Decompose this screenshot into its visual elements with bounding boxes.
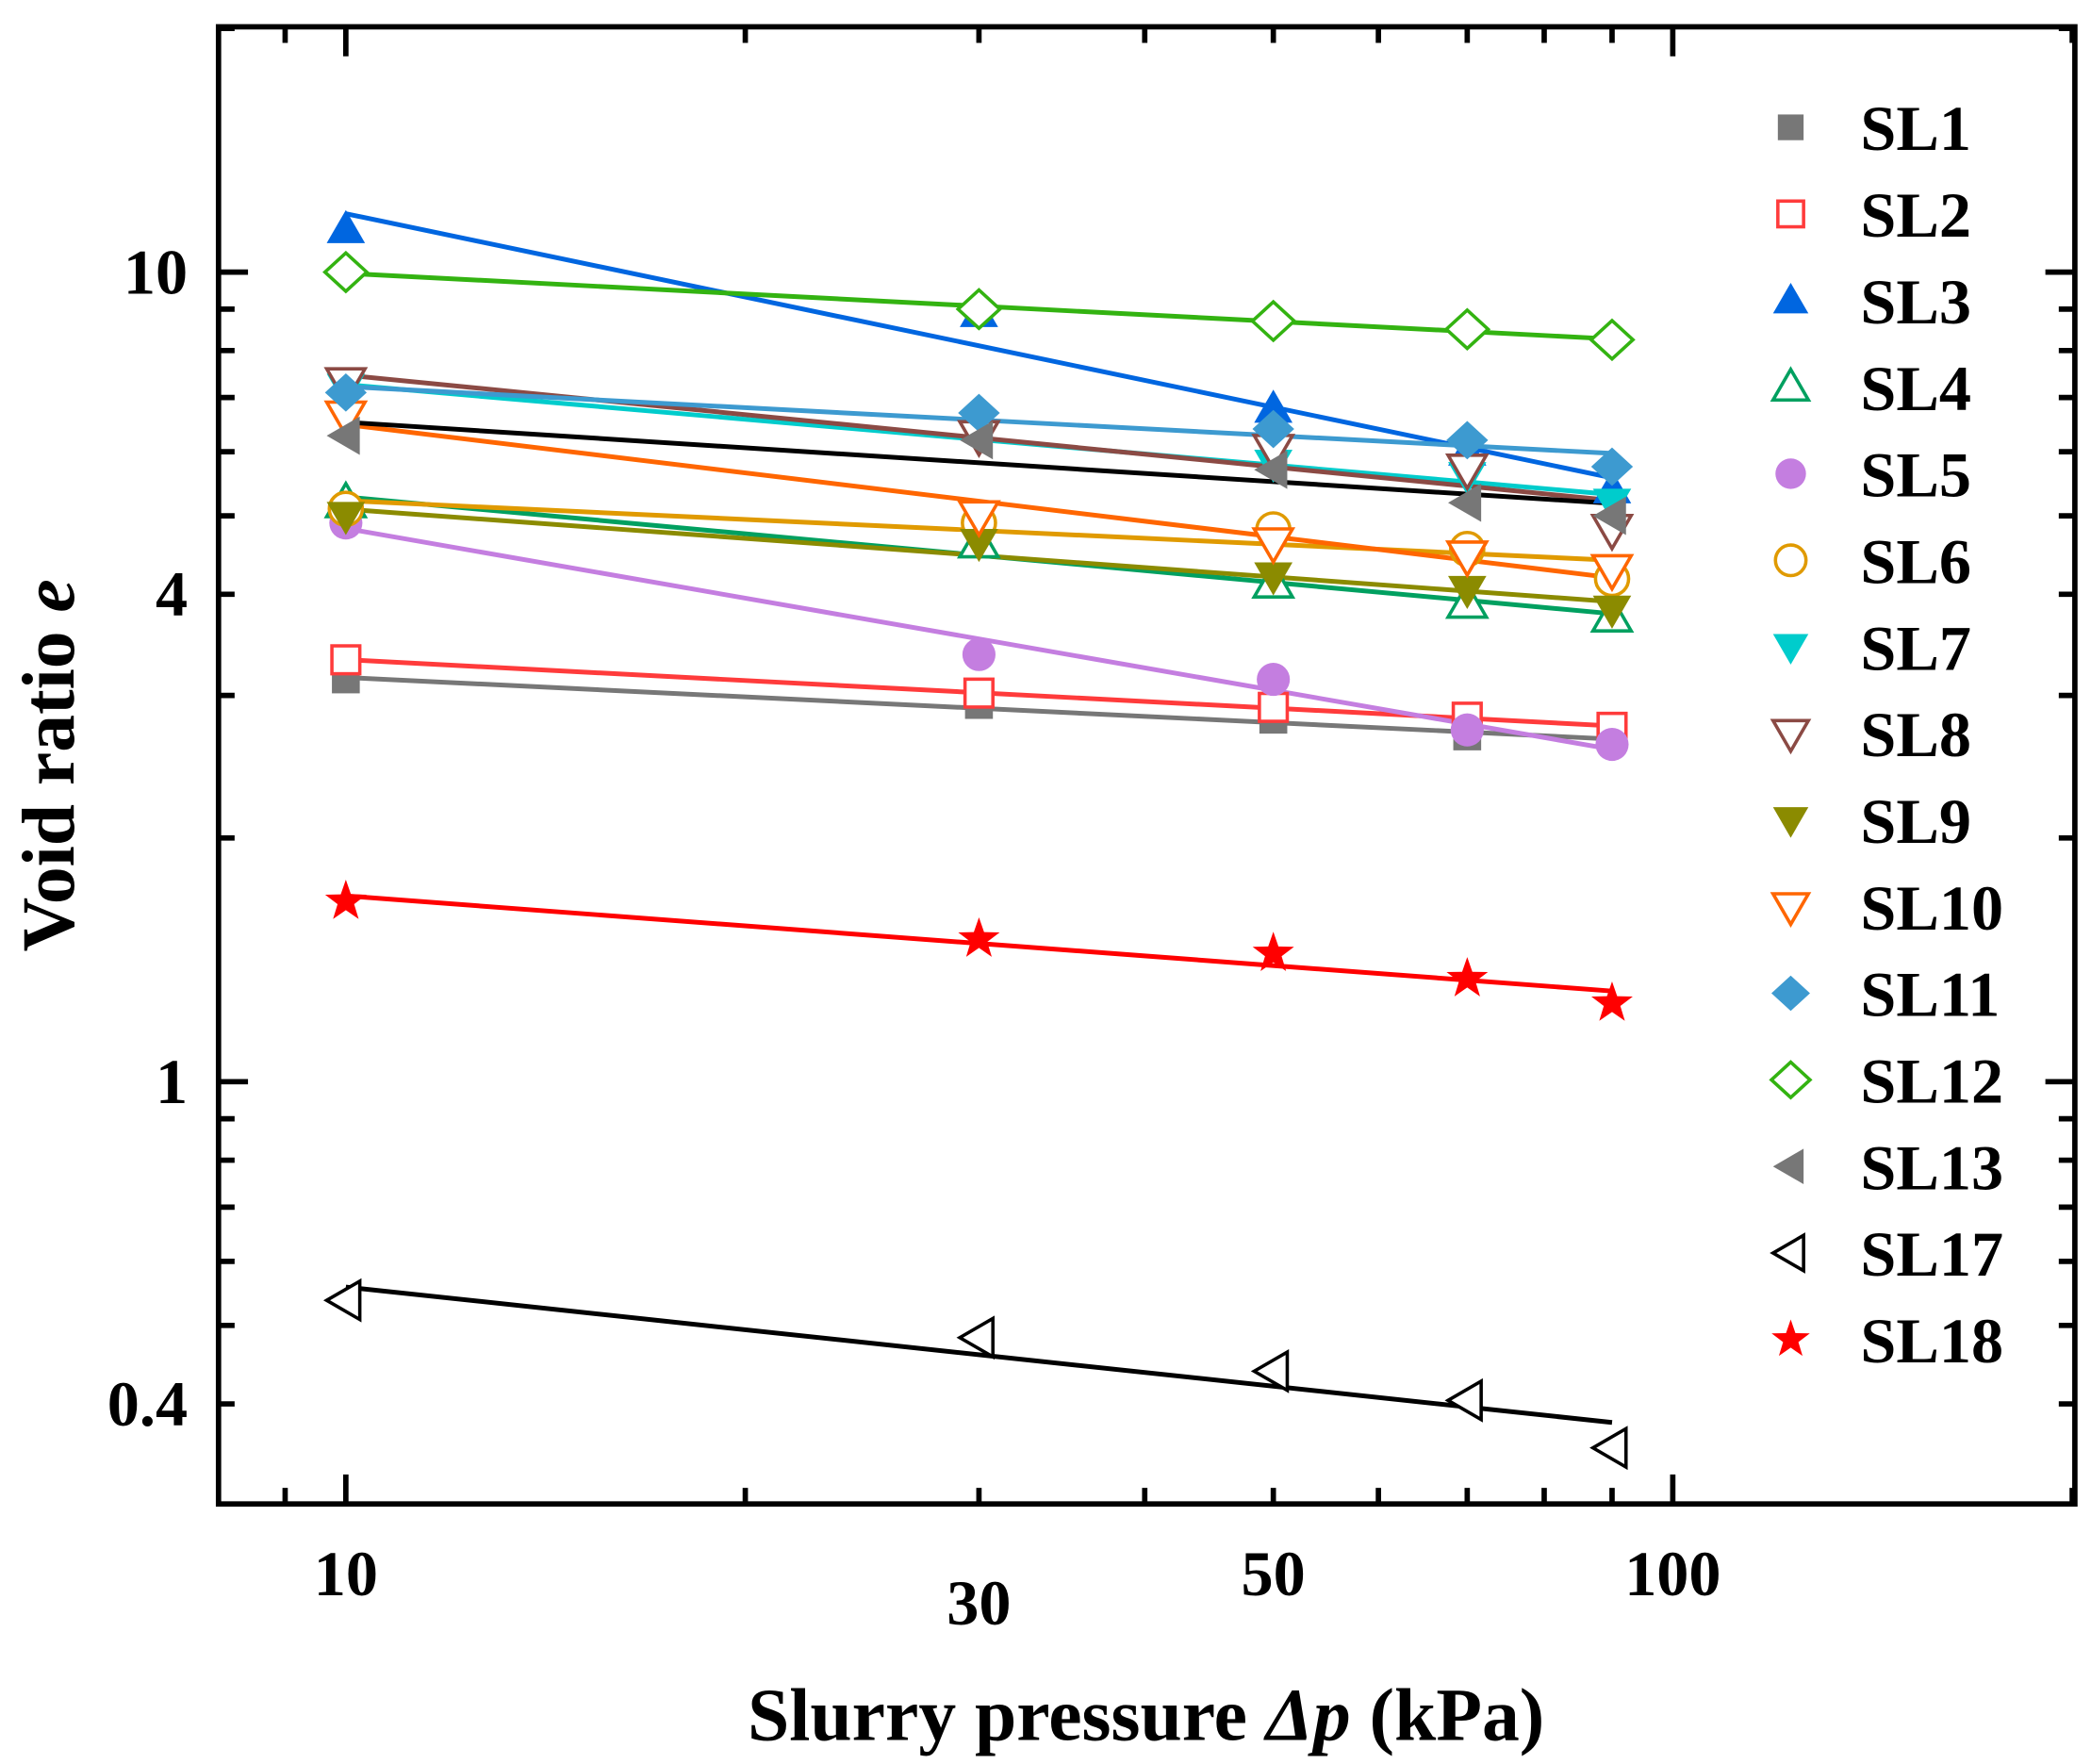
point-sl11 xyxy=(324,373,368,412)
legend-label-sl2: SL2 xyxy=(1860,179,1971,251)
x-tick-label: 30 xyxy=(947,1567,1011,1639)
y-tick-labels: 0.4 1 4 10 xyxy=(107,236,188,1439)
point-sl18 xyxy=(324,879,367,919)
legend-marker-sl3 xyxy=(1772,282,1809,314)
legend-label-sl10: SL10 xyxy=(1860,872,2003,944)
y-tick-label: 4 xyxy=(156,558,188,630)
y-axis-title: Void ratio e xyxy=(8,579,91,951)
legend: SL1 SL2 SL3 SL4 SL5 SL6 SL7 SL8 SL9 SL10 SL11 SL12 S… xyxy=(1769,92,2003,1377)
x-tick-label: 50 xyxy=(1242,1538,1306,1609)
point-sl3 xyxy=(326,209,366,243)
point-sl13 xyxy=(1254,450,1288,489)
point-sl10 xyxy=(956,500,1001,538)
point-sl17 xyxy=(956,1315,995,1360)
point-sl13 xyxy=(1592,496,1626,536)
legend-marker-sl18 xyxy=(1771,1319,1810,1357)
x-tick-label: 10 xyxy=(314,1538,378,1609)
fit-line-sl3 xyxy=(345,211,1613,481)
point-sl9 xyxy=(326,502,366,536)
legend-marker-sl6 xyxy=(1773,543,1808,578)
point-sl2 xyxy=(963,677,995,709)
legend-label-sl12: SL12 xyxy=(1860,1046,2003,1117)
legend-label-sl7: SL7 xyxy=(1860,612,1971,684)
point-sl17 xyxy=(1589,1426,1628,1471)
point-sl13 xyxy=(326,416,360,455)
point-sl11 xyxy=(1446,420,1489,460)
y-tick-label: 10 xyxy=(123,236,188,307)
point-sl9 xyxy=(1254,562,1292,596)
legend-label-sl13: SL13 xyxy=(1860,1131,2003,1203)
legend-marker-sl17 xyxy=(1770,1232,1805,1274)
legend-marker-sl10 xyxy=(1770,892,1812,928)
point-sl12 xyxy=(1443,307,1491,351)
fit-line-sl13 xyxy=(345,420,1613,506)
legend-label-sl6: SL6 xyxy=(1860,525,1971,597)
point-sl9 xyxy=(1592,595,1632,629)
plot-frame xyxy=(215,24,2078,1508)
point-sl13 xyxy=(1448,483,1482,522)
point-sl5 xyxy=(1595,727,1629,762)
legend-marker-sl11 xyxy=(1771,975,1810,1012)
axis-ticks xyxy=(218,25,2075,1505)
legend-label-sl3: SL3 xyxy=(1860,266,1971,338)
legend-marker-sl5 xyxy=(1775,458,1806,489)
point-sl10 xyxy=(1444,540,1490,579)
x-tick-label: 100 xyxy=(1624,1538,1721,1609)
x-axis-title: Slurry pressure Δp (kPa) xyxy=(748,1673,1544,1756)
point-sl5 xyxy=(962,637,996,671)
y-tick-label: 0.4 xyxy=(107,1368,188,1440)
point-sl2 xyxy=(1258,691,1290,723)
legend-marker-sl8 xyxy=(1770,718,1812,755)
point-sl11 xyxy=(1590,447,1634,486)
legend-label-sl4: SL4 xyxy=(1860,353,1971,424)
x-tick-labels: 10 30 50 100 xyxy=(314,1538,1721,1639)
point-sl5 xyxy=(1257,663,1291,697)
legend-label-sl18: SL18 xyxy=(1860,1305,2003,1377)
point-sl17 xyxy=(1250,1348,1290,1393)
point-sl18 xyxy=(1590,981,1633,1021)
legend-marker-sl7 xyxy=(1772,634,1809,665)
legend-marker-sl2 xyxy=(1776,199,1805,229)
legend-label-sl5: SL5 xyxy=(1860,439,1971,511)
point-sl12 xyxy=(1589,318,1636,362)
point-sl11 xyxy=(958,393,1000,433)
point-sl3 xyxy=(1254,389,1292,423)
legend-marker-sl9 xyxy=(1772,807,1809,838)
legend-label-sl17: SL17 xyxy=(1860,1218,2003,1290)
data-points xyxy=(322,209,1636,1471)
point-sl10 xyxy=(1589,553,1635,593)
point-sl18 xyxy=(958,917,1000,957)
legend-label-sl11: SL11 xyxy=(1860,959,2000,1030)
legend-marker-sl4 xyxy=(1770,366,1812,403)
legend-label-sl9: SL9 xyxy=(1860,785,1971,857)
point-sl10 xyxy=(1251,527,1296,566)
point-sl13 xyxy=(960,420,994,460)
point-sl12 xyxy=(1249,299,1297,343)
point-sl5 xyxy=(1450,713,1484,747)
y-tick-label: 1 xyxy=(156,1046,188,1117)
point-sl12 xyxy=(955,288,1003,331)
point-sl17 xyxy=(322,1278,362,1323)
point-sl18 xyxy=(1446,957,1489,997)
legend-label-sl1: SL1 xyxy=(1860,92,1971,164)
point-sl17 xyxy=(1444,1377,1483,1423)
point-sl18 xyxy=(1252,931,1294,972)
point-sl2 xyxy=(330,644,362,676)
point-sl9 xyxy=(960,529,998,563)
point-sl12 xyxy=(322,250,370,294)
legend-marker-sl1 xyxy=(1777,114,1804,140)
legend-marker-sl13 xyxy=(1772,1148,1804,1184)
point-sl9 xyxy=(1448,575,1487,610)
fit-line-sl17 xyxy=(345,1284,1613,1426)
legend-label-sl8: SL8 xyxy=(1860,699,1971,770)
legend-marker-sl12 xyxy=(1769,1060,1813,1100)
